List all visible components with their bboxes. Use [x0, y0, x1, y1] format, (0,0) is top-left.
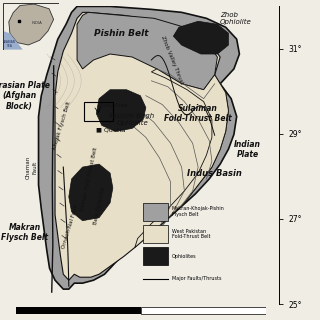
Text: ■ Quetta: ■ Quetta	[96, 127, 126, 132]
Polygon shape	[173, 21, 228, 54]
Bar	[16, 307, 141, 314]
Text: Khojak Flysch Belt: Khojak Flysch Belt	[52, 101, 72, 150]
Text: Major Faults/Thrusts: Major Faults/Thrusts	[172, 276, 221, 281]
Bar	[143, 203, 168, 221]
Text: Chaman
Fault: Chaman Fault	[26, 156, 37, 179]
Polygon shape	[69, 164, 113, 221]
Polygon shape	[96, 90, 146, 132]
Bar	[143, 225, 168, 243]
Text: Ophiolites: Ophiolites	[172, 254, 196, 259]
Text: Ornach-Nal Fault: Ornach-Nal Fault	[61, 204, 79, 249]
Bar	[141, 307, 266, 314]
Text: Muslim Bagh
Ophiolite: Muslim Bagh Ophiolite	[109, 113, 155, 126]
Text: West Pakistan
Fold-Thrust Belt: West Pakistan Fold-Thrust Belt	[172, 229, 211, 239]
Text: Sulaiman
Fold-Thrust Belt: Sulaiman Fold-Thrust Belt	[164, 104, 232, 123]
Text: Indus Basin: Indus Basin	[187, 169, 242, 178]
Polygon shape	[38, 6, 239, 289]
Text: Study Area: Study Area	[98, 103, 127, 108]
Text: Eurasian Plate
(Afghan
Block): Eurasian Plate (Afghan Block)	[0, 81, 50, 111]
Text: Makran-Khojak-Pishin
Flysch Belt: Makran-Khojak-Pishin Flysch Belt	[172, 206, 225, 217]
Bar	[143, 247, 168, 265]
Text: Indian
Plate: Indian Plate	[234, 140, 261, 159]
Bar	[84, 102, 113, 121]
Text: ARABIAN
SEA: ARABIAN SEA	[4, 40, 16, 48]
Text: INDIA: INDIA	[31, 21, 42, 25]
Text: Makran
Flysch Belt: Makran Flysch Belt	[1, 223, 48, 242]
Polygon shape	[3, 31, 23, 50]
Text: Kirthar- Fold Thrust Belt: Kirthar- Fold Thrust Belt	[80, 147, 99, 211]
Polygon shape	[77, 12, 217, 90]
Polygon shape	[55, 12, 228, 280]
Polygon shape	[135, 69, 228, 247]
Text: Bela Ophiolite: Bela Ophiolite	[92, 187, 106, 225]
Text: Zhob
Ophiolite: Zhob Ophiolite	[220, 12, 252, 25]
Text: Pishin Belt: Pishin Belt	[94, 29, 148, 38]
Polygon shape	[9, 4, 54, 45]
Text: Zhob Valley Thrust: Zhob Valley Thrust	[160, 35, 184, 85]
